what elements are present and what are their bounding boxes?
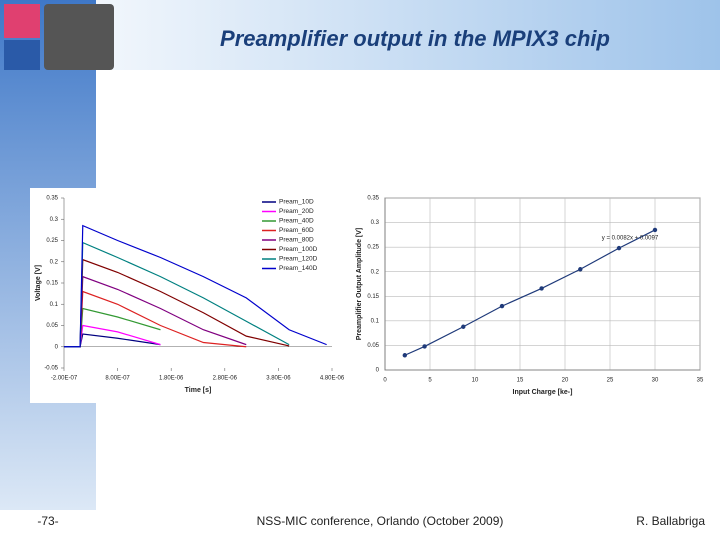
author: R. Ballabriga [636,514,705,528]
y-tick-label: 0.3 [371,220,380,226]
legend-label: Pream_120D [279,256,318,263]
y-tick-label: 0.25 [367,245,379,251]
y-axis-label: Voltage [V] [35,265,42,301]
legend-label: Pream_60D [279,227,314,234]
y-tick-label: 0.05 [46,323,58,329]
footer-text: NSS-MIC conference, Orlando (October 200… [257,514,504,528]
x-tick-label: 35 [697,378,704,384]
x-tick-label: 5 [428,378,432,384]
y-tick-label: 0.2 [371,269,380,275]
y-tick-label: 0 [376,368,380,374]
data-point [539,286,544,291]
x-tick-label: -2.00E-07 [51,376,78,382]
data-line [404,229,656,356]
data-point [402,353,407,358]
y-axis-label: Preamplifier Output Amplitude [V] [356,228,363,341]
y-tick-label: 0.2 [50,259,59,265]
legend-label: Pream_40D [279,218,314,225]
logo [4,4,40,38]
data-point [616,245,622,251]
y-tick-label: 0.1 [371,318,380,324]
legend-label: Pream_140D [279,265,318,272]
x-tick-label: 15 [517,378,524,384]
y-tick-label: 0.15 [367,294,379,300]
photo [44,4,114,70]
data-line [64,224,327,348]
x-tick-label: 3.80E-06 [266,376,291,382]
y-tick-label: -0.05 [44,366,58,372]
legend-label: Pream_100D [279,246,318,253]
page-number: -73- [37,514,58,528]
data-point [499,303,505,309]
data-point [461,324,466,329]
data-point [578,267,583,272]
x-tick-label: 2.80E-06 [213,376,238,382]
legend-label: Pream_80D [279,237,314,244]
legend-label: Pream_10D [279,199,314,206]
x-axis-label: Time [s] [185,387,212,394]
y-tick-label: 0 [55,344,59,350]
header-band [0,0,720,70]
x-tick-label: 4.80E-06 [320,376,345,382]
data-point [652,227,658,233]
x-tick-label: 0 [383,378,387,384]
x-axis-label: Input Charge [ke-] [513,389,573,396]
x-tick-label: 25 [607,378,614,384]
x-tick-label: 8.00E-07 [105,376,130,382]
legend-label: Pream_20D [279,208,314,215]
y-tick-label: 0.05 [367,343,379,349]
x-tick-label: 20 [562,378,569,384]
data-point [422,344,427,349]
x-tick-label: 30 [652,378,659,384]
y-tick-label: 0.3 [50,217,59,223]
x-tick-label: 10 [472,378,479,384]
x-tick-label: 1.80E-06 [159,376,184,382]
logo [4,40,40,70]
y-tick-label: 0.35 [46,196,58,202]
y-tick-label: 0.15 [46,281,58,287]
y-tick-label: 0.1 [50,302,59,308]
chart-area [30,188,720,403]
y-tick-label: 0.35 [367,196,379,202]
y-tick-label: 0.25 [46,238,58,244]
slide-title: Preamplifier output in the MPIX3 chip [220,26,610,51]
trend-equation: y = 0.0082x + 0.0097 [602,236,659,242]
